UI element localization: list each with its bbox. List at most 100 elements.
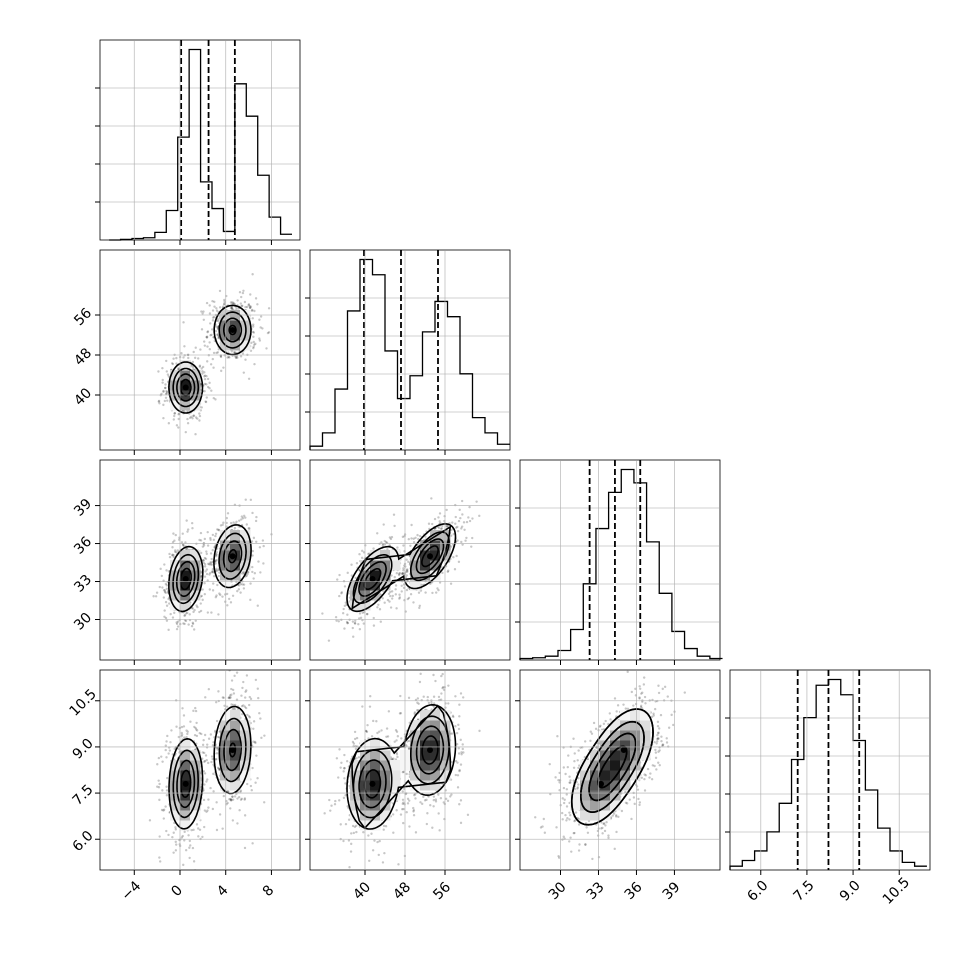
scatter-point xyxy=(252,740,255,743)
scatter-point xyxy=(214,329,218,333)
scatter-point xyxy=(338,748,341,751)
density-cell xyxy=(410,740,421,751)
scatter-point xyxy=(192,860,196,863)
scatter-point xyxy=(163,615,166,619)
density-cell xyxy=(180,560,191,571)
density-cell xyxy=(410,720,421,731)
scatter-point xyxy=(361,705,364,708)
scatter-point xyxy=(202,340,206,343)
scatter-point xyxy=(253,343,256,346)
scatter-point xyxy=(342,796,346,800)
scatter-point xyxy=(183,736,186,739)
scatter-point xyxy=(417,591,421,594)
scatter-point xyxy=(233,354,237,358)
scatter-point xyxy=(405,772,408,776)
scatter-point xyxy=(187,356,190,360)
scatter-point xyxy=(163,590,167,594)
scatter-point xyxy=(361,611,364,614)
scatter-point xyxy=(174,828,177,831)
scatter-point xyxy=(238,809,241,812)
scatter-point xyxy=(186,730,189,733)
scatter-point xyxy=(347,818,351,821)
scatter-point xyxy=(455,554,458,558)
scatter-point xyxy=(375,720,378,723)
scatter-point xyxy=(352,635,355,638)
scatter-point xyxy=(164,744,168,747)
scatter-point xyxy=(454,522,457,525)
scatter-point xyxy=(221,595,224,598)
density-cell xyxy=(370,800,381,811)
scatter-point xyxy=(204,557,208,561)
scatter-point xyxy=(230,703,233,706)
scatter-point xyxy=(381,861,385,864)
scatter-point xyxy=(163,563,166,566)
scatter-point xyxy=(354,619,357,622)
scatter-point xyxy=(229,306,233,310)
scatter-point xyxy=(194,706,197,710)
density-cell xyxy=(230,730,241,741)
scatter-point xyxy=(247,304,250,307)
scatter-point xyxy=(358,628,362,631)
scatter-point xyxy=(416,533,419,537)
scatter-point xyxy=(163,399,167,403)
scatter-point xyxy=(209,786,212,790)
density-cell xyxy=(350,590,361,601)
contour-line xyxy=(223,317,243,343)
scatter-point xyxy=(157,399,161,403)
scatter-point xyxy=(189,720,192,723)
scatter-point xyxy=(240,304,243,308)
scatter-point xyxy=(203,537,207,541)
scatter-point xyxy=(340,761,343,764)
scatter-point xyxy=(353,622,357,625)
scatter-point xyxy=(188,846,191,849)
mode-peak-marker xyxy=(427,747,433,753)
scatter-point xyxy=(215,594,218,597)
scatter-point xyxy=(438,581,442,584)
scatter-point xyxy=(236,356,239,360)
density-cell xyxy=(170,810,181,821)
scatter-point xyxy=(251,325,255,328)
scatter-point xyxy=(432,673,435,677)
scatter-point xyxy=(452,555,455,559)
scatter-point xyxy=(433,517,437,521)
scatter-point xyxy=(401,535,405,539)
scatter-point xyxy=(252,335,255,338)
scatter-point xyxy=(231,307,234,311)
scatter-point xyxy=(192,414,195,418)
scatter-point xyxy=(251,766,254,770)
scatter-point xyxy=(186,548,189,551)
scatter-point xyxy=(441,524,444,528)
density-cell xyxy=(190,750,201,761)
scatter-point xyxy=(175,725,178,728)
scatter-point xyxy=(188,839,192,843)
density-cell xyxy=(220,780,231,791)
scatter-point xyxy=(407,747,411,751)
scatter-point xyxy=(205,780,208,783)
scatter-point xyxy=(240,712,244,716)
scatter-point xyxy=(256,303,259,306)
scatter-point xyxy=(408,825,411,828)
scatter-point xyxy=(468,505,471,509)
scatter-point xyxy=(164,591,167,595)
scatter-point xyxy=(180,731,183,735)
scatter-point xyxy=(470,545,473,548)
scatter-point xyxy=(203,563,207,566)
scatter-point xyxy=(165,785,168,788)
scatter-point xyxy=(164,748,167,752)
scatter-point xyxy=(190,624,194,628)
scatter-point xyxy=(379,620,382,623)
scatter-point xyxy=(445,508,448,512)
scatter-point xyxy=(165,794,169,797)
scatter-point xyxy=(412,541,416,544)
scatter-point xyxy=(456,786,460,789)
scatter-point xyxy=(422,795,425,799)
scatter-point xyxy=(238,519,241,522)
scatter-point xyxy=(329,809,332,812)
scatter-point xyxy=(172,418,175,421)
scatter-point xyxy=(394,593,397,596)
scatter-point xyxy=(258,337,261,340)
density-cell xyxy=(410,760,421,771)
density-cell xyxy=(190,400,201,411)
scatter-point xyxy=(253,309,256,313)
scatter-point xyxy=(184,547,187,551)
